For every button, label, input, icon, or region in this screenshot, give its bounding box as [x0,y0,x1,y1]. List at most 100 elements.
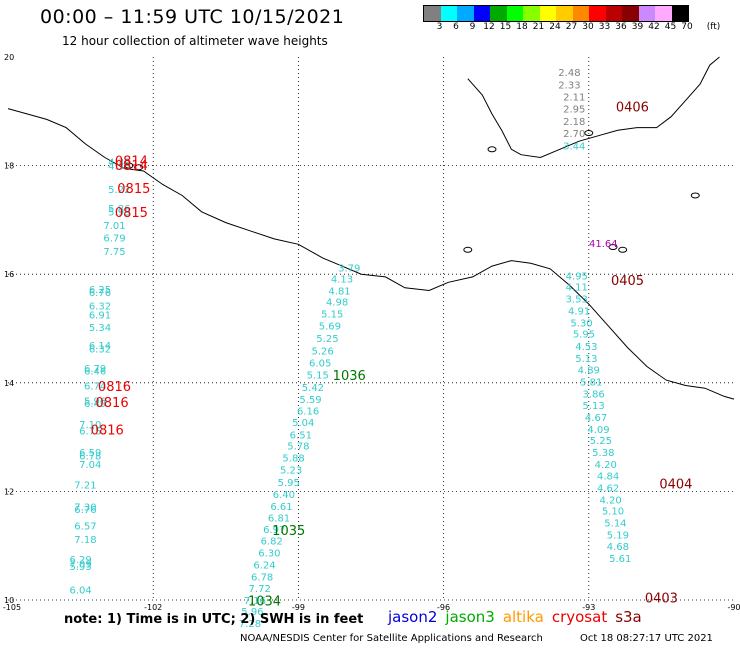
island [134,164,144,171]
wave-height-label: 5.15 [307,370,329,381]
wave-height-label: 6.16 [297,406,319,417]
wave-height-label: 4.11 [566,282,588,293]
wave-height-label: 5.93 [69,562,91,573]
color-scale-label: 21 [532,22,545,32]
color-swatch [506,6,523,21]
map-subtitle: 12 hour collection of altimeter wave hei… [62,34,328,48]
wave-height-label: 2.18 [563,117,585,128]
pass-time-label: 1034 [248,594,281,609]
wave-height-label: 3.44 [563,141,585,152]
wave-height-labels: 2.482.332.112.95 2.182.703.44 4.394.35 5.22… [69,68,631,630]
island [463,246,473,253]
wave-height-label: 4.68 [607,542,629,553]
color-swatch [473,6,490,21]
wave-height-label: 2.70 [563,129,585,140]
wave-height-label: 4.20 [595,460,617,471]
wave-height-label: 5.30 [570,318,592,329]
color-scale-label: 12 [483,22,495,32]
wave-height-label: 4.53 [575,342,597,353]
wave-height-label: 7.10 [79,420,101,431]
island [487,146,497,153]
pass-time-label: 0406 [616,100,649,115]
pass-time-label: 1035 [272,524,305,539]
color-scale-label: 42 [648,22,660,32]
wave-height-label: 6.51 [290,431,312,442]
wave-height-label: 6.40 [273,490,295,501]
color-swatch [523,6,540,21]
wave-height-label: 6.29 [69,555,91,566]
wave-height-label: 6.82 [261,537,283,548]
color-swatch [589,6,606,21]
wave-height-label: 7.30 [74,502,96,513]
wave-height-label: 5.34 [89,323,111,334]
wave-height-label: 6.24 [253,561,275,572]
wave-height-label: 4.81 [328,286,350,297]
wave-height-label: 7.01 [103,221,125,232]
wave-height-label: 6.57 [74,521,96,532]
color-swatch [457,6,474,21]
coastline [7,56,735,400]
color-swatch [622,6,639,21]
wave-height-label: 3.53 [566,294,588,305]
wave-height-label: 5.10 [602,507,624,518]
wave-height-label: 6.78 [79,451,101,462]
wave-height-label: 4.62 [597,483,619,494]
pass-time-label: 0404 [659,478,692,493]
wave-height-label: 2.11 [563,92,585,103]
wave-height-label: 6.76 [89,288,111,299]
color-swatch [490,6,507,21]
color-swatch [638,6,655,21]
satellite-legend-item: s3a [615,608,642,626]
color-swatch [424,6,441,21]
wave-height-label: 5.78 [287,442,309,453]
color-scale-label: 30 [582,22,594,32]
wave-height-label: 5.15 [321,310,343,321]
color-scale-label: 27 [565,22,578,32]
wave-height-label: 4.95 [566,272,588,283]
wave-height-label: 6.32 [89,301,111,312]
pass-time-label: 0816 [98,380,131,395]
wave-height-label: 5.88 [282,454,304,465]
wave-height-label: 6.91 [89,311,111,322]
pass-time-label: 0816 [96,396,129,411]
wave-height-label: 7.21 [74,481,96,492]
color-scale-label: 33 [598,22,611,32]
map-title: 00:00 – 11:59 UTC 10/15/2021 [40,6,345,28]
island [608,244,618,251]
island [124,162,134,169]
color-scale-bar [423,5,689,22]
wave-height-label: 2.95 [563,104,585,115]
wave-height-label: 7.18 [74,535,96,546]
satellite-legend-item: jason3 [445,608,495,626]
wave-height-label: 4.39 [108,158,130,169]
wave-height-label: 6.97 [263,525,285,536]
color-scale-label: 9 [469,22,476,32]
color-swatch [440,6,457,21]
wave-height-label: 5.13 [583,401,605,412]
wave-height-label: 6.14 [89,341,111,352]
pass-time-label: 0403 [645,592,678,607]
y-tick-label: 12 [4,487,14,496]
wave-height-label: 5.99 [108,208,130,219]
wave-height-label: 5.96 [241,607,263,618]
wave-height-label: 5.26 [311,347,333,358]
color-scale-label: 36 [615,22,627,32]
wave-height-label: 5.81 [580,378,602,389]
wave-height-label: 5.96 [84,397,106,408]
wave-height-label: 5.42 [302,383,324,394]
wave-height-label: 7.72 [249,584,271,595]
satellite-legend: jason2 jason3 altika cryosat s3a [388,608,650,626]
wave-height-label: 6.59 [79,448,101,459]
satellite-legend-item: cryosat [551,608,608,626]
wave-height-label: 5.95 [573,330,595,341]
wave-height-label: 6.49 [84,399,106,410]
satellite-legend-item: jason2 [388,608,438,626]
pass-time-label: 0405 [611,274,644,289]
color-swatch [671,6,688,21]
wave-height-label: 4.98 [326,298,348,309]
footer-note: note: 1) Time is in UTC; 2) SWH is in fe… [64,612,364,627]
wave-height-label: 6.74 [84,381,106,392]
pass-time-label: 1036 [333,369,366,384]
color-swatch [556,6,573,21]
wave-height-label: 5.25 [590,436,612,447]
